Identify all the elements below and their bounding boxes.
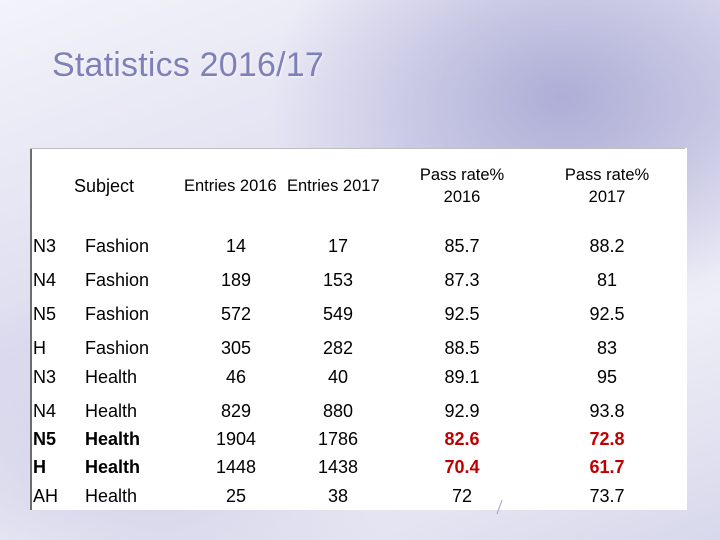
row-pass-2017: 81 [596,270,618,290]
row-level: H [33,457,46,477]
header-entries-2017: Entries 2017 [287,177,380,195]
row-subject: Health [85,486,138,506]
row-pass-2017: 88.2 [589,236,625,256]
row-subject: Fashion [85,236,150,256]
row-subject: Health [85,401,138,421]
row-entries-2016: 14 [225,236,247,256]
row-subject: Fashion Health [85,338,150,387]
row-pass-2016: 87.3 [444,270,480,290]
row-pass-2016: 72 [451,486,473,506]
row-entries-2016: 1904 [215,429,257,449]
row-subject: Fashion [85,304,150,324]
row-level: N4 [33,270,57,290]
row-pass-2016: 82.6 [444,429,480,449]
row-pass-2017: 61.7 [589,457,625,477]
row-entries-2017: 38 [327,486,349,506]
statistics-table [30,148,687,510]
row-entries-2017: 1786 [317,429,359,449]
row-entries-2016: 1448 [215,457,257,477]
row-entries-2016: 25 [225,486,247,506]
row-pass-2017: 73.7 [589,486,625,506]
row-entries-2016: 572 [220,304,252,324]
row-entries-2017: 880 [322,401,354,421]
row-entries-2017: 282 40 [322,338,354,387]
row-subject: Health [85,457,141,477]
row-pass-2017: 92.5 [589,304,625,324]
row-pass-2017: 72.8 [589,429,625,449]
row-entries-2017: 549 [322,304,354,324]
row-level: N4 [33,401,57,421]
header-entries-2016: Entries 2016 [184,177,277,195]
header-pass-2017: Pass rate% 2017 [564,166,650,206]
row-pass-2016: 85.7 [444,236,480,256]
row-level: N3 [33,236,57,256]
table-top-rule [30,148,685,149]
header-pass-2016: Pass rate% 2016 [419,166,505,206]
row-pass-2016: 92.5 [444,304,480,324]
row-pass-2017: 93.8 [589,401,625,421]
row-subject: Health [85,429,141,449]
header-subject: Subject [74,176,135,196]
row-pass-2016: 70.4 [444,457,480,477]
row-subject: Fashion [85,270,150,290]
row-entries-2017: 17 [327,236,349,256]
row-level: H N3 [33,338,57,387]
row-level: AH [33,486,59,506]
row-level: N5 [33,429,57,449]
row-entries-2016: 305 46 [220,338,252,387]
row-pass-2016: 92.9 [444,401,480,421]
slide-title: Statistics 2016/17 [52,46,324,84]
row-entries-2016: 189 [220,270,252,290]
row-entries-2017: 1438 [317,457,359,477]
row-level: N5 [33,304,57,324]
row-pass-2016: 88.5 89.1 [444,338,480,387]
row-entries-2017: 153 [322,270,354,290]
row-pass-2017: 83 95 [596,338,618,387]
row-entries-2016: 829 [220,401,252,421]
